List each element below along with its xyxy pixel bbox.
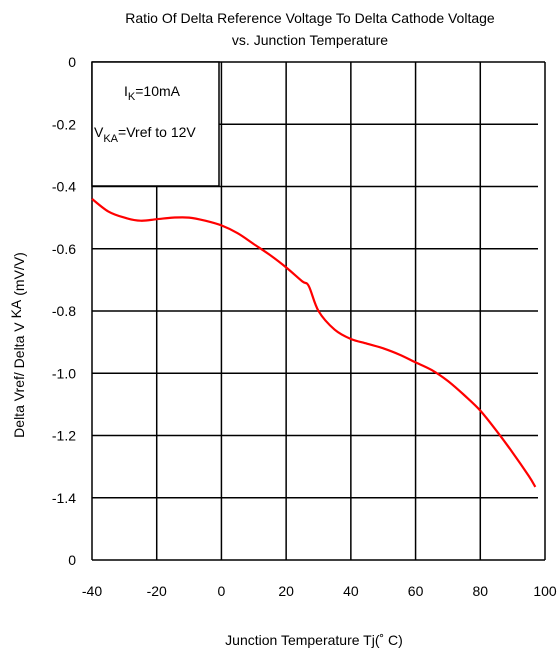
x-tick-labels: -40 -20 0 20 40 60 80 100 [82, 583, 557, 599]
y-tick-label: -0.8 [52, 303, 76, 319]
y-tick-label: 0 [68, 54, 76, 70]
x-tick-label: 100 [533, 583, 557, 599]
x-tick-label: 80 [472, 583, 488, 599]
y-axis-label: Delta Vref/ Delta VKA(mV/V) [8, 252, 27, 438]
x-tick-label: 20 [278, 583, 294, 599]
x-tick-label: 60 [408, 583, 424, 599]
x-tick-label: -20 [147, 583, 167, 599]
series-group [91, 198, 537, 488]
y-tick-label: -0.6 [52, 241, 76, 257]
x-tick-label: 0 [218, 583, 226, 599]
y-tick-label: -1.4 [52, 490, 76, 506]
y-tick-labels: 0 -0.2 -0.4 -0.6 -0.8 -1.0 -1.2 -1.4 0 [52, 54, 76, 568]
y-tick-label: 0 [68, 552, 76, 568]
y-tick-label: -1.2 [52, 428, 76, 444]
chart-title-line1: Ratio Of Delta Reference Voltage To Delt… [125, 10, 495, 26]
annotation-vka: VKA=Vref to 12V [94, 124, 196, 145]
annotation-box [91, 61, 220, 187]
y-tick-label: -1.0 [52, 365, 76, 381]
x-tick-label: -40 [82, 583, 102, 599]
chart-title-line2: vs. Junction Temperature [232, 32, 388, 48]
series-line [91, 198, 537, 488]
annotation-ik: IK=10mA [124, 83, 181, 103]
y-tick-label: -0.2 [52, 116, 76, 132]
x-axis-label: Junction Temperature Tj(˚ C) [225, 632, 403, 648]
x-tick-label: 40 [343, 583, 359, 599]
y-tick-label: -0.4 [52, 179, 76, 195]
